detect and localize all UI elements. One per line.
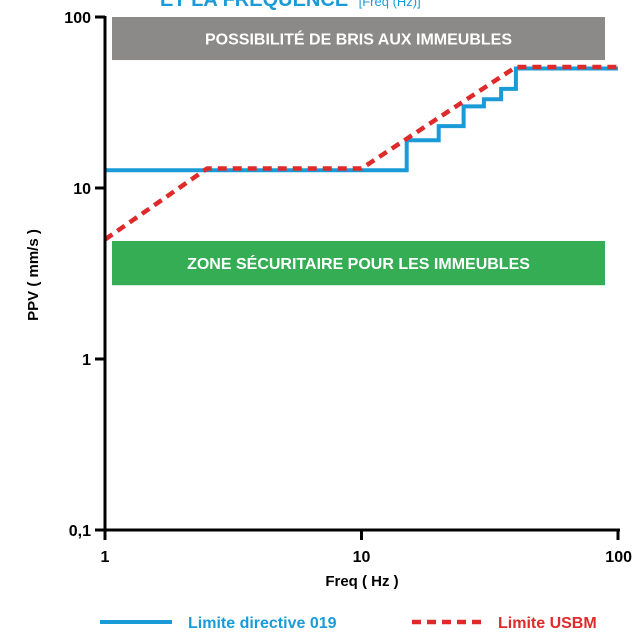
- legend-label-1: Limite USBM: [498, 615, 597, 632]
- legend-label-0: Limite directive 019: [188, 615, 337, 632]
- zone-bands: POSSIBILITÉ DE BRIS AUX IMMEUBLES ZONE SÉ…: [112, 17, 605, 286]
- x-axis-title: Freq ( Hz ): [325, 573, 398, 590]
- zone-label-0: POSSIBILITÉ DE BRIS AUX IMMEUBLES: [205, 30, 512, 49]
- legend: Limite directive 019 Limite USBM: [100, 615, 597, 632]
- y-axis-title: PPV ( mm/s ): [25, 229, 42, 321]
- chart-title: ET LA FRÉQUENCE [Freq (Hz)]: [160, 0, 421, 11]
- series-line-0: [105, 66, 618, 173]
- series-layer: [103, 64, 618, 242]
- chart-title-sub: [Freq (Hz)]: [359, 0, 421, 9]
- y-tick-label-0: 0,1: [69, 523, 91, 540]
- y-tick-label-1: 1: [82, 352, 91, 369]
- series-line-1: [103, 64, 618, 242]
- x-ticks: 1 10 100: [101, 530, 632, 566]
- zone-label-1: ZONE SÉCURITAIRE POUR LES IMMEUBLES: [187, 254, 530, 273]
- y-tick-label-3: 100: [64, 10, 91, 27]
- zone-band-1: [112, 240, 605, 286]
- y-tick-label-2: 10: [73, 181, 91, 198]
- zone-band-0: [112, 17, 605, 61]
- chart-title-main: ET LA FRÉQUENCE: [160, 0, 348, 11]
- x-tick-label-1: 10: [353, 549, 371, 566]
- y-ticks: 0,1 1 10 100: [64, 10, 105, 540]
- x-tick-label-2: 100: [605, 549, 632, 566]
- x-tick-label-0: 1: [101, 549, 110, 566]
